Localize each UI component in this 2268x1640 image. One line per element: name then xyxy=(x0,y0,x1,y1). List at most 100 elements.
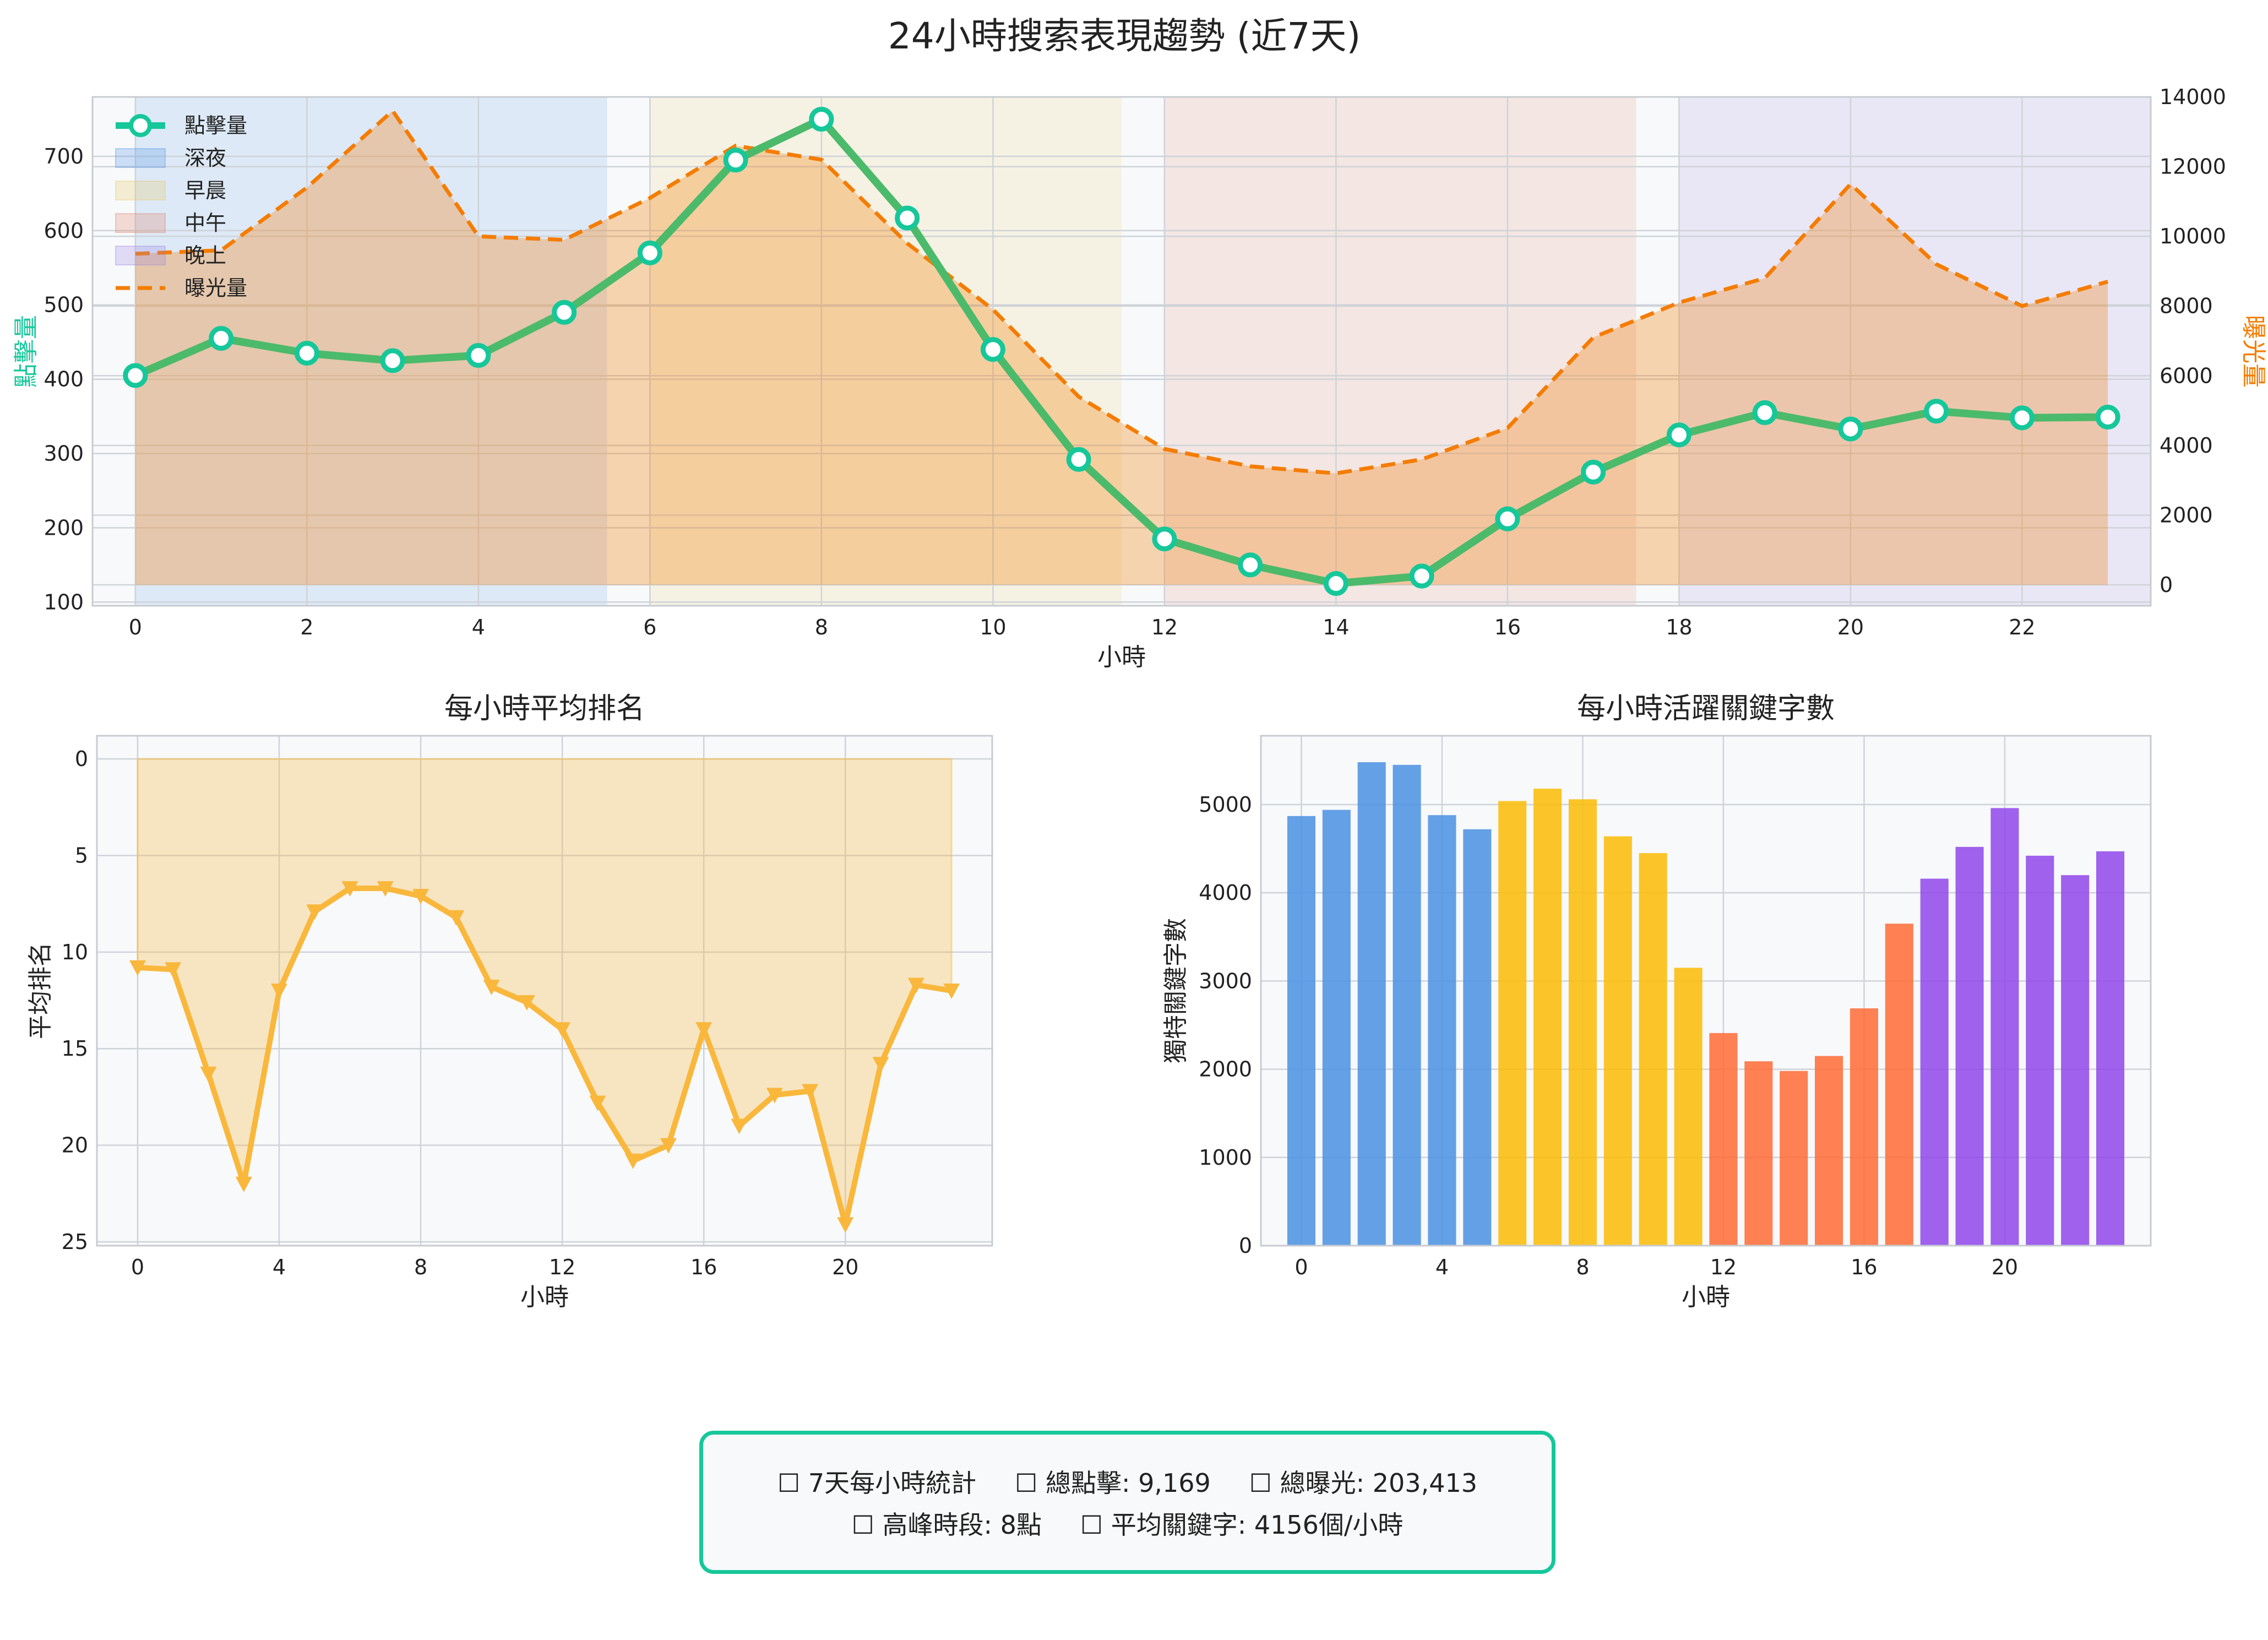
plot-frame xyxy=(91,96,2152,607)
keyword-bar xyxy=(1885,924,1913,1246)
x-tick-label: 22 xyxy=(2009,615,2035,639)
clicks-point xyxy=(380,348,405,373)
plot-frame xyxy=(1260,735,2152,1247)
x-tick-label: 12 xyxy=(1710,1255,1737,1279)
clicks-point xyxy=(980,337,1005,362)
clicks-point xyxy=(637,240,662,265)
clicks-point xyxy=(294,340,319,366)
x-tick-label: 18 xyxy=(1666,615,1692,639)
clicks-point xyxy=(1238,552,1263,578)
keyword-bar xyxy=(1428,815,1456,1246)
clicks-point xyxy=(552,300,577,325)
keyword-bar xyxy=(1990,808,2019,1246)
legend-label-clicks: 點擊量 xyxy=(184,113,247,138)
x-tick-label: 16 xyxy=(1494,615,1521,639)
keyword-bar xyxy=(1357,762,1386,1246)
keyword-bar xyxy=(1709,1033,1738,1246)
rank-point xyxy=(483,979,500,995)
y-tick-label: 200 xyxy=(43,515,84,540)
x-tick-label: 14 xyxy=(1323,615,1349,639)
legend-label-period-0: 深夜 xyxy=(184,146,226,170)
rank-point xyxy=(660,1138,677,1154)
clicks-point xyxy=(809,106,834,132)
clicks-point xyxy=(2009,405,2035,431)
rank-point xyxy=(943,984,960,999)
x-tick-label: 20 xyxy=(1992,1255,2018,1279)
rank-point xyxy=(907,978,924,993)
y2-tick-label: 12000 xyxy=(2160,155,2226,179)
y2-tick-label: 0 xyxy=(2160,573,2173,597)
rank-point xyxy=(589,1095,606,1111)
y-tick-label: 0 xyxy=(1239,1234,1252,1258)
clicks-point xyxy=(895,205,920,231)
plot-frame xyxy=(96,735,993,1247)
summary-line-1: ☐ 7天每小時統計 ☐ 總點擊: 9,169 ☐ 總曝光: 203,413 xyxy=(777,1463,1477,1500)
x-tick-label: 0 xyxy=(129,615,142,639)
keyword-bar xyxy=(1287,816,1316,1246)
rank-point xyxy=(306,904,323,920)
legend-swatch-period-3 xyxy=(115,246,166,265)
y2-tick-label: 8000 xyxy=(2160,294,2213,318)
legend-label-period-1: 早晨 xyxy=(184,178,226,203)
period-band-0 xyxy=(135,97,607,606)
y-tick-label: 4000 xyxy=(1199,881,1252,905)
clicks-point xyxy=(466,343,491,368)
x-tick-label: 0 xyxy=(131,1255,144,1279)
legend-label-period-2: 中午 xyxy=(184,211,226,235)
clicks-point xyxy=(1838,416,1863,442)
y-axis-label: 平均排名 xyxy=(26,942,55,1039)
clicks-point xyxy=(123,363,148,388)
keyword-bar xyxy=(1603,836,1632,1246)
legend-marker-clicks xyxy=(129,114,152,137)
keyword-bar xyxy=(1568,799,1597,1246)
period-band-2 xyxy=(1164,97,1636,606)
keyword-bar xyxy=(1850,1008,1878,1246)
clicks-point xyxy=(1409,563,1434,589)
y-tick-label: 5000 xyxy=(1199,792,1252,817)
summary-peak-hour: ☐ 高峰時段: 8點 xyxy=(851,1510,1042,1540)
keyword-bar xyxy=(1498,801,1527,1246)
rank-point xyxy=(766,1088,783,1104)
y-tick-label: 0 xyxy=(75,747,88,771)
y2-tick-label: 4000 xyxy=(2160,433,2213,458)
rank-point xyxy=(802,1084,819,1100)
legend-swatch-period-0 xyxy=(115,148,166,168)
keyword-bar xyxy=(2061,875,2090,1246)
keyword-bar xyxy=(1780,1071,1808,1246)
legend-swatch-period-2 xyxy=(115,213,166,233)
y-tick-label: 15 xyxy=(62,1036,88,1061)
y-tick-label: 3000 xyxy=(1199,969,1252,993)
x-tick-label: 6 xyxy=(643,615,656,639)
x-tick-label: 8 xyxy=(414,1255,427,1279)
y-axis-label: 獨特關鍵字數 xyxy=(1162,918,1190,1063)
summary-line-2: ☐ 高峰時段: 8點 ☐ 平均關鍵字: 4156個/小時 xyxy=(852,1505,1404,1541)
x-tick-label: 4 xyxy=(472,615,485,639)
y2-tick-label: 14000 xyxy=(2160,85,2226,109)
rank-point xyxy=(695,1022,713,1038)
y-tick-label: 300 xyxy=(43,441,84,465)
y-tick-label: 600 xyxy=(43,219,84,243)
keyword-bar xyxy=(1393,764,1421,1246)
summary-avg-keywords: ☐ 平均關鍵字: 4156個/小時 xyxy=(1080,1510,1404,1540)
clicks-point xyxy=(1495,506,1520,531)
x-axis-label: 小時 xyxy=(1682,1283,1730,1311)
x-tick-label: 20 xyxy=(832,1255,858,1279)
keyword-bar xyxy=(1322,810,1351,1246)
rank-point xyxy=(377,881,394,897)
keyword-chart-title: 每小時活躍關鍵字數 xyxy=(1577,692,1835,725)
legend-swatch-period-1 xyxy=(115,181,166,200)
x-tick-label: 4 xyxy=(273,1255,286,1279)
rank-point xyxy=(872,1057,889,1073)
legend-label-period-3: 晚上 xyxy=(184,243,226,268)
summary-box: ☐ 7天每小時統計 ☐ 總點擊: 9,169 ☐ 總曝光: 203,413 ☐ … xyxy=(699,1431,1555,1574)
page-title: 24小時搜索表現趨勢 (近7天) xyxy=(888,15,1361,57)
keyword-bar xyxy=(1639,853,1667,1246)
y-tick-label: 400 xyxy=(43,367,84,392)
keyword-bar xyxy=(1955,846,1984,1246)
rank-point xyxy=(554,1022,571,1038)
keyword-bar xyxy=(1815,1056,1843,1246)
keyword-bar xyxy=(2026,855,2054,1246)
summary-total-impressions: ☐ 總曝光: 203,413 xyxy=(1249,1468,1477,1498)
